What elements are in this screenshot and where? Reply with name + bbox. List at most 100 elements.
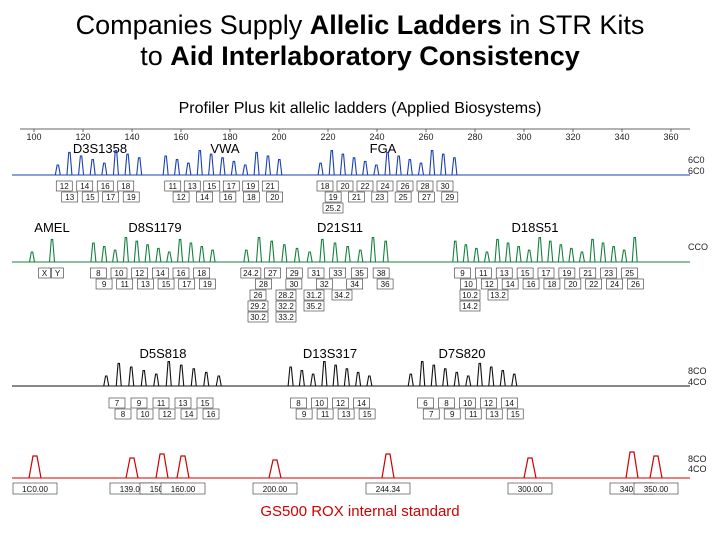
allele-box <box>180 408 198 420</box>
allele-box <box>242 191 260 203</box>
allele-peak <box>124 153 131 176</box>
allele-box <box>436 180 454 192</box>
allele-peak <box>357 249 364 263</box>
allele-label: 19 <box>562 269 571 278</box>
allele-label: 9 <box>102 280 107 289</box>
allele-label: 15 <box>207 182 216 191</box>
allele-peak <box>488 366 495 387</box>
locus-name: D3S1358 <box>73 141 127 156</box>
size-axis-tick-label: 320 <box>565 132 580 142</box>
locus-name: FGA <box>370 141 397 156</box>
size-axis-tick-label: 160 <box>173 132 188 142</box>
allele-label: 27 <box>268 269 277 278</box>
allele-box <box>418 191 435 203</box>
allele-peak <box>177 238 184 263</box>
allele-label: 26 <box>631 280 640 289</box>
allele-label: 10 <box>315 399 324 408</box>
allele-peak <box>281 244 288 263</box>
allele-box <box>372 267 390 279</box>
allele-label: 11 <box>121 280 130 289</box>
allele-box <box>501 397 518 409</box>
allele-label: 9 <box>450 410 455 419</box>
allele-peak <box>600 242 607 263</box>
allele-box <box>290 397 307 409</box>
allele-peak <box>166 251 173 263</box>
allele-label: 28 <box>259 280 268 289</box>
allele-label: 11 <box>479 269 488 278</box>
allele-box <box>376 278 394 290</box>
allele-box <box>443 408 461 420</box>
allele-box <box>459 300 481 312</box>
allele-peak <box>350 157 358 176</box>
allele-peak <box>203 371 210 387</box>
allele-peak <box>178 364 185 387</box>
allele-box <box>307 267 325 279</box>
allele-box <box>172 267 190 279</box>
allele-label: 18 <box>321 182 330 191</box>
allele-peak <box>319 238 326 263</box>
allele-peak <box>128 366 135 387</box>
allele-label: 17 <box>542 269 551 278</box>
allele-peak <box>369 237 377 263</box>
allele-peak <box>103 375 110 387</box>
allele-label: 13 <box>65 193 74 202</box>
rox-size-peak <box>381 453 395 479</box>
allele-peak <box>610 246 617 263</box>
allele-label: 15 <box>363 410 372 419</box>
allele-peak <box>54 164 61 176</box>
allele-peak <box>419 361 426 387</box>
allele-box <box>303 289 325 301</box>
rox-size-peak <box>268 459 282 479</box>
size-axis-tick-label: 220 <box>320 132 335 142</box>
allele-box <box>501 278 519 290</box>
allele-label: 19 <box>329 193 338 202</box>
allele-peak <box>78 155 85 176</box>
allele-label: 12 <box>163 410 172 419</box>
size-axis-tick-label: 240 <box>369 132 384 142</box>
allele-box <box>76 180 94 192</box>
rox-size-peak <box>155 453 169 479</box>
rox-size-peak <box>625 451 639 479</box>
allele-peak <box>339 153 346 176</box>
allele-label: 19 <box>203 280 212 289</box>
allele-box <box>122 191 140 203</box>
allele-peak <box>526 249 533 263</box>
allele-label: 17 <box>182 280 191 289</box>
allele-peak <box>190 368 197 387</box>
allele-box <box>96 180 114 192</box>
allele-box <box>396 180 414 192</box>
allele-box <box>358 408 376 420</box>
allele-box <box>316 180 334 192</box>
allele-label: 14 <box>357 399 366 408</box>
allele-label: 7 <box>115 399 120 408</box>
rox-size-peak <box>125 457 139 479</box>
allele-peak <box>173 159 181 176</box>
allele-box <box>329 267 347 279</box>
allele-label: 11 <box>321 410 330 419</box>
allele-peak <box>557 244 564 263</box>
allele-label: 14 <box>505 399 514 408</box>
allele-box <box>441 191 459 203</box>
allele-label: 21 <box>266 182 275 191</box>
allele-box <box>480 278 498 290</box>
allele-label: 12 <box>484 399 493 408</box>
allele-label: 11 <box>169 182 178 191</box>
rox-size-label: 160.00 <box>171 485 196 494</box>
allele-label: 18 <box>547 280 556 289</box>
allele-box <box>579 267 597 279</box>
rox-size-peak <box>523 457 537 479</box>
allele-box <box>303 300 325 312</box>
allele-peak <box>198 246 205 263</box>
allele-peak <box>384 151 391 176</box>
allele-box <box>460 278 477 290</box>
allele-label: 13 <box>141 280 150 289</box>
allele-label: 16 <box>527 280 536 289</box>
allele-peak <box>547 240 554 263</box>
allele-box <box>495 267 513 279</box>
allele-box <box>454 267 471 279</box>
allele-peak <box>568 247 575 263</box>
allele-peak <box>310 373 317 387</box>
allele-peak <box>331 242 339 263</box>
allele-peak <box>66 151 73 176</box>
rox-size-box <box>160 482 206 495</box>
